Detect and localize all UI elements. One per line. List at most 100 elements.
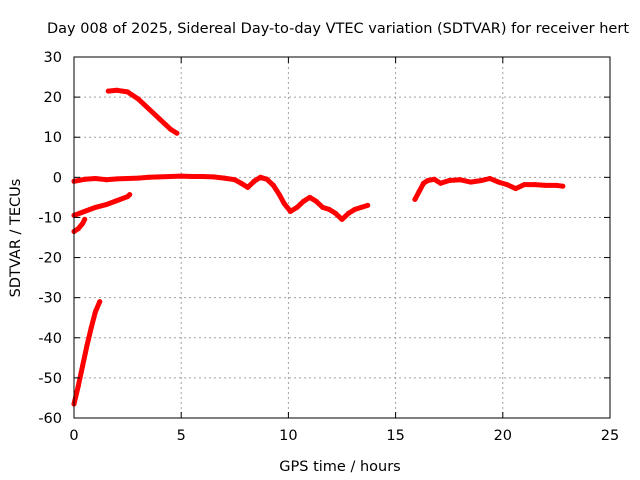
data-point bbox=[168, 174, 173, 179]
y-tick-label: 20 bbox=[44, 90, 62, 106]
data-point bbox=[496, 179, 501, 185]
data-point bbox=[210, 174, 216, 180]
data-point bbox=[189, 174, 195, 179]
data-point bbox=[125, 176, 131, 181]
data-point bbox=[103, 202, 109, 208]
data-point bbox=[178, 173, 184, 179]
data-point bbox=[146, 106, 152, 112]
x-tick-label: 5 bbox=[177, 428, 186, 444]
data-point bbox=[438, 180, 444, 186]
data-point bbox=[146, 174, 152, 180]
data-point bbox=[457, 177, 463, 183]
data-point bbox=[103, 177, 109, 183]
data-point bbox=[200, 174, 206, 179]
data-point bbox=[80, 363, 86, 369]
data-point bbox=[105, 88, 111, 94]
data-point bbox=[504, 182, 510, 188]
data-point bbox=[339, 216, 345, 222]
data-point bbox=[446, 178, 452, 183]
data-point bbox=[125, 89, 131, 95]
data-point bbox=[92, 309, 98, 315]
y-tick-label: -60 bbox=[38, 411, 62, 427]
data-point bbox=[416, 188, 422, 194]
data-point bbox=[326, 206, 332, 212]
data-point bbox=[157, 174, 163, 180]
series-arc-1 bbox=[105, 87, 180, 136]
data-point bbox=[92, 176, 98, 181]
plot-frame bbox=[73, 56, 611, 419]
data-point bbox=[264, 176, 270, 182]
data-point bbox=[425, 178, 431, 183]
data-point bbox=[358, 204, 364, 210]
x-tick-label: 0 bbox=[69, 428, 78, 444]
data-point bbox=[80, 221, 86, 226]
data-point bbox=[82, 176, 88, 182]
data-point bbox=[421, 180, 426, 186]
data-point bbox=[521, 182, 527, 188]
axis-ticks: 0 5 10 15 20 25 30 20 10 0 -10 -20 -30 -40 -50 -60 bbox=[38, 50, 619, 444]
data-point bbox=[114, 176, 120, 182]
data-point bbox=[127, 192, 133, 198]
data-point bbox=[75, 383, 81, 389]
data-point bbox=[412, 196, 418, 202]
data-point bbox=[365, 202, 371, 208]
data-point bbox=[333, 210, 339, 216]
data-point bbox=[487, 176, 493, 181]
data-point bbox=[478, 178, 484, 183]
data-series bbox=[71, 87, 566, 407]
data-point bbox=[258, 174, 263, 180]
y-tick-label: 30 bbox=[44, 50, 62, 66]
data-point bbox=[168, 126, 173, 132]
data-point bbox=[345, 210, 351, 216]
y-tick-label: 10 bbox=[44, 130, 62, 146]
data-point bbox=[251, 178, 257, 184]
x-tick-label: 25 bbox=[601, 428, 619, 444]
chart-title: Day 008 of 2025, Sidereal Day-to-day VTE… bbox=[47, 21, 629, 37]
data-point bbox=[513, 186, 519, 192]
data-point bbox=[174, 130, 180, 136]
data-point bbox=[245, 184, 251, 190]
data-point bbox=[320, 204, 326, 210]
data-point bbox=[114, 198, 120, 204]
data-point bbox=[238, 180, 244, 186]
y-tick-label: -20 bbox=[38, 251, 62, 267]
data-point bbox=[553, 182, 559, 188]
y-axis-label: SDTVAR / TECUs bbox=[8, 179, 24, 298]
series-arc-5 bbox=[71, 299, 103, 407]
data-point bbox=[352, 206, 358, 212]
data-point bbox=[468, 179, 474, 185]
data-point bbox=[135, 96, 141, 102]
data-point bbox=[88, 325, 94, 331]
data-point bbox=[221, 175, 227, 181]
data-point bbox=[277, 192, 283, 198]
data-point bbox=[84, 343, 90, 349]
grid-lines bbox=[74, 57, 610, 418]
data-point bbox=[92, 204, 98, 210]
data-point bbox=[288, 208, 293, 214]
data-point bbox=[270, 182, 276, 188]
data-point bbox=[532, 182, 538, 188]
y-tick-label: -10 bbox=[38, 210, 62, 226]
data-point bbox=[82, 216, 88, 222]
data-point bbox=[281, 200, 287, 206]
data-point bbox=[543, 182, 549, 188]
data-point bbox=[313, 198, 319, 204]
data-point bbox=[157, 116, 163, 122]
series-arc-3 bbox=[71, 192, 133, 218]
y-tick-label: 0 bbox=[53, 170, 62, 186]
data-point bbox=[294, 204, 300, 210]
series-arc-6 bbox=[412, 176, 566, 202]
data-point bbox=[232, 177, 238, 183]
data-point bbox=[560, 183, 566, 189]
data-point bbox=[135, 175, 141, 181]
data-point bbox=[431, 176, 437, 182]
data-point bbox=[82, 208, 88, 214]
x-tick-label: 10 bbox=[279, 428, 297, 444]
x-axis-label: GPS time / hours bbox=[279, 459, 400, 475]
data-point bbox=[114, 87, 120, 93]
data-point bbox=[75, 226, 81, 232]
y-tick-label: -50 bbox=[38, 371, 62, 387]
data-point bbox=[300, 198, 306, 204]
data-point bbox=[97, 299, 103, 305]
